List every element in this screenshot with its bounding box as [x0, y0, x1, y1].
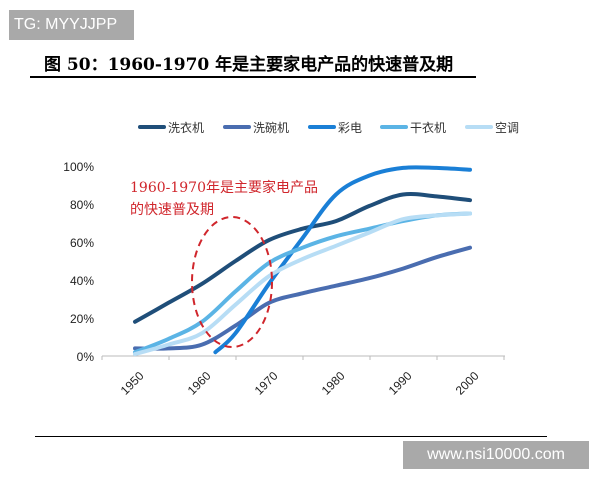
y-tick-label: 80%	[70, 198, 94, 212]
legend-label: 彩电	[338, 121, 362, 135]
figure-title: 图 50：1960-1970 年是主要家电产品的快速普及期	[44, 55, 454, 75]
series-line-干衣机	[133, 211, 472, 355]
legend-label: 洗碗机	[253, 120, 289, 135]
x-tick-label: 1960	[185, 369, 214, 398]
legend-label: 空调	[495, 121, 519, 135]
x-tick-label: 1980	[319, 369, 348, 398]
x-tick-label: 1990	[386, 369, 415, 398]
x-tick-label: 1950	[118, 369, 147, 398]
bottom-rule	[35, 436, 547, 437]
series-line-空调	[133, 211, 472, 357]
y-tick-label: 40%	[70, 274, 94, 288]
y-tick-label: 20%	[70, 312, 94, 326]
title-rule	[30, 76, 476, 78]
x-tick-label: 2000	[453, 369, 482, 398]
series-line-彩电	[213, 165, 472, 355]
y-tick-label: 60%	[70, 236, 94, 250]
y-tick-label: 0%	[77, 350, 95, 364]
x-tick-label: 1970	[252, 369, 281, 398]
watermark-top: TG: MYYJJPP	[9, 10, 134, 40]
annotation-text: 1960-1970年是主要家电产品	[130, 179, 318, 196]
y-tick-label: 100%	[63, 160, 94, 174]
legend-label: 洗衣机	[168, 120, 204, 135]
annotation-ellipse	[191, 216, 273, 348]
annotation-text: 的快速普及期	[130, 202, 214, 218]
watermark-bottom: www.nsi10000.com	[403, 441, 589, 469]
series-line-洗碗机	[133, 245, 472, 351]
legend-label: 干衣机	[410, 120, 446, 135]
